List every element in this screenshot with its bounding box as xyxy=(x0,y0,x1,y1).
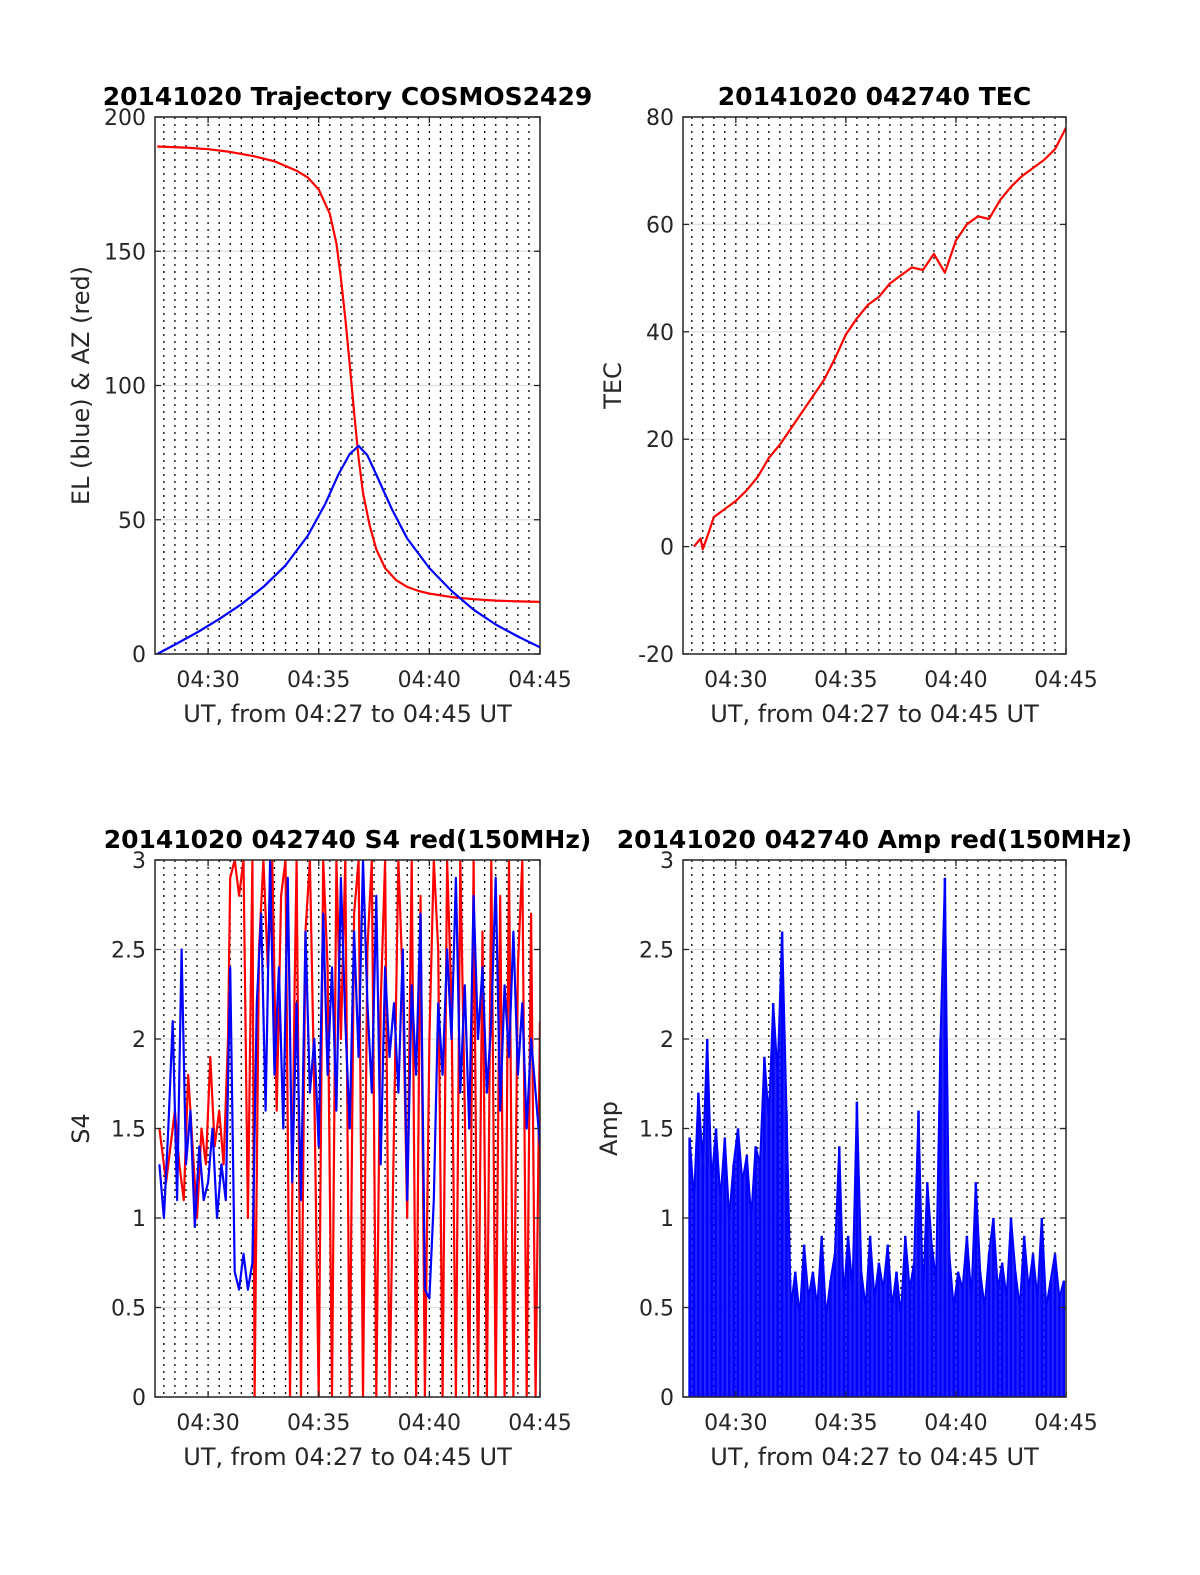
traj-title: 20141020 Trajectory COSMOS2429 xyxy=(103,82,593,111)
tec-xtick-label: 04:40 xyxy=(924,668,987,693)
tec-xtick-label: 04:35 xyxy=(814,668,877,693)
chart-tec: -20 0 20 40 60 80 04:30 04:35 04:40 04:45 20141020… xyxy=(599,82,1098,728)
amp-ytick-label: 2.5 xyxy=(639,939,674,964)
chart-amp: 0 0.5 1 1.5 2 2.5 3 04:30 04:35 04:40 04:45 2014102… xyxy=(595,825,1132,1471)
amp-xtick-label: 04:30 xyxy=(704,1411,767,1436)
traj-xtick-label: 04:45 xyxy=(508,668,571,693)
tec-xtick-label: 04:30 xyxy=(704,668,767,693)
tec-ytick-label: 0 xyxy=(660,536,674,561)
traj-xtick-label: 04:35 xyxy=(287,668,350,693)
traj-xtick-label: 04:30 xyxy=(176,668,239,693)
amp-xtick-label: 04:45 xyxy=(1034,1411,1097,1436)
tec-ytick-label: 80 xyxy=(646,106,674,131)
traj-xlabel: UT, from 04:27 to 04:45 UT xyxy=(183,700,512,728)
tec-title: 20141020 042740 TEC xyxy=(718,82,1031,111)
tec-xtick-label: 04:45 xyxy=(1034,668,1097,693)
traj-ytick-label: 0 xyxy=(132,643,146,668)
s4-xtick-label: 04:40 xyxy=(398,1411,461,1436)
traj-ytick-label: 150 xyxy=(104,240,146,265)
s4-series-0-line xyxy=(158,860,540,1397)
tec-series-0-line xyxy=(693,127,1066,551)
traj-series-1-line xyxy=(156,444,540,654)
amp-ytick-label: 3 xyxy=(660,849,674,874)
chart-s4: 0 0.5 1 1.5 2 2.5 3 04:30 04:35 04:40 04:45 2014102… xyxy=(67,825,591,1471)
s4-xtick-label: 04:45 xyxy=(508,1411,571,1436)
amp-ytick-label: 1.5 xyxy=(639,1118,674,1143)
tec-ytick-label: 40 xyxy=(646,321,674,346)
amp-ytick-label: 0.5 xyxy=(639,1297,674,1322)
traj-ylabel: EL (blue) & AZ (red) xyxy=(67,266,95,505)
tec-ytick-label: 20 xyxy=(646,428,674,453)
tec-ytick-label: -20 xyxy=(638,643,674,668)
traj-ytick-label: 50 xyxy=(118,509,146,534)
amp-ylabel: Amp xyxy=(595,1101,623,1156)
s4-ylabel: S4 xyxy=(67,1113,95,1144)
s4-ytick-label: 2.5 xyxy=(111,939,146,964)
tec-xlabel: UT, from 04:27 to 04:45 UT xyxy=(710,700,1039,728)
tec-axes-box xyxy=(682,116,1067,655)
amp-title: 20141020 042740 Amp red(150MHz) xyxy=(617,825,1133,854)
amp-xlabel: UT, from 04:27 to 04:45 UT xyxy=(710,1443,1039,1471)
s4-xlabel: UT, from 04:27 to 04:45 UT xyxy=(183,1443,512,1471)
traj-ytick-label: 100 xyxy=(104,375,146,400)
traj-xtick-label: 04:40 xyxy=(398,668,461,693)
amp-series-0-spikes xyxy=(688,877,1066,1397)
amp-ytick-label: 0 xyxy=(660,1386,674,1411)
s4-ytick-label: 3 xyxy=(132,849,146,874)
s4-xtick-label: 04:35 xyxy=(287,1411,350,1436)
s4-ytick-label: 0.5 xyxy=(111,1297,146,1322)
s4-title: 20141020 042740 S4 red(150MHz) xyxy=(104,825,592,854)
tec-ylabel: TEC xyxy=(599,362,627,410)
traj-ytick-label: 200 xyxy=(104,106,146,131)
amp-xtick-label: 04:35 xyxy=(814,1411,877,1436)
s4-ytick-label: 1 xyxy=(132,1207,146,1232)
s4-ytick-label: 0 xyxy=(132,1386,146,1411)
amp-ytick-label: 2 xyxy=(660,1028,674,1053)
s4-ytick-label: 1.5 xyxy=(111,1118,146,1143)
s4-series-1-line xyxy=(158,860,540,1300)
s4-xtick-label: 04:30 xyxy=(176,1411,239,1436)
s4-ytick-label: 2 xyxy=(132,1028,146,1053)
amp-xtick-label: 04:40 xyxy=(924,1411,987,1436)
chart-traj: 0 50 100 150 200 04:30 04:35 04:40 04:45 20141020… xyxy=(67,82,592,728)
tec-ytick-label: 60 xyxy=(646,213,674,238)
traj-series-0-line xyxy=(157,145,540,603)
amp-ytick-label: 1 xyxy=(660,1207,674,1232)
